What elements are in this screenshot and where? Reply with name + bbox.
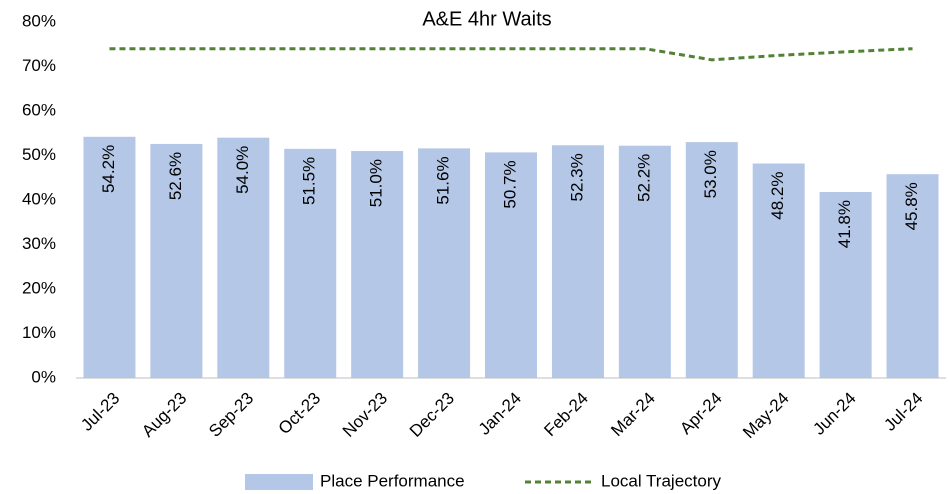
data-label: 52.2%	[634, 154, 653, 202]
bar	[685, 142, 738, 378]
bar	[819, 191, 872, 378]
bar	[217, 137, 270, 378]
y-tick-label: 20%	[22, 278, 56, 297]
data-label: 52.6%	[166, 152, 185, 200]
x-tick-label: Jun-24	[809, 389, 859, 439]
x-tick-label: Jan-24	[475, 389, 525, 439]
y-tick-label: 10%	[22, 323, 56, 342]
y-tick-label: 80%	[22, 11, 56, 30]
bar	[618, 145, 671, 378]
x-tick-label: Jul-23	[77, 389, 123, 435]
x-tick-label: Sep-23	[205, 389, 257, 441]
chart-title: A&E 4hr Waits	[422, 8, 551, 30]
data-label: 51.6%	[434, 156, 453, 204]
legend-swatch	[245, 474, 313, 490]
x-tick-label: Oct-23	[275, 389, 325, 439]
data-label: 51.0%	[367, 159, 386, 207]
x-tick-label: Feb-24	[540, 389, 592, 441]
y-tick-label: 70%	[22, 56, 56, 75]
bar	[150, 143, 203, 378]
legend-label: Local Trajectory	[601, 471, 721, 490]
data-label: 50.7%	[500, 160, 519, 208]
data-label: 54.0%	[233, 146, 252, 194]
bar	[284, 148, 337, 378]
x-tick-label: Apr-24	[676, 389, 726, 439]
x-tick-label: Mar-24	[607, 389, 659, 441]
line	[109, 47, 913, 62]
bar	[551, 145, 604, 378]
bar	[418, 148, 471, 378]
data-label: 52.3%	[567, 153, 586, 201]
y-tick-label: 60%	[22, 100, 56, 119]
x-tick-label: Nov-23	[339, 389, 391, 441]
data-label: 53.0%	[701, 150, 720, 198]
x-tick-label: Aug-23	[138, 389, 190, 441]
bar	[83, 136, 136, 378]
x-tick-label: Dec-23	[406, 389, 458, 441]
data-label: 41.8%	[835, 200, 854, 248]
bar	[886, 174, 939, 378]
y-tick-label: 50%	[22, 145, 56, 164]
bar	[752, 163, 805, 378]
data-label: 51.5%	[300, 157, 319, 205]
x-tick-label: Jul-24	[880, 389, 926, 435]
data-label: 48.2%	[768, 172, 787, 220]
x-tick-label: May-24	[739, 389, 793, 443]
data-label: 54.2%	[99, 145, 118, 193]
y-tick-label: 40%	[22, 189, 56, 208]
bar	[351, 151, 404, 378]
y-tick-label: 0%	[31, 367, 56, 386]
legend-label: Place Performance	[320, 471, 465, 490]
bar	[485, 152, 537, 378]
y-tick-label: 30%	[22, 234, 56, 253]
data-label: 45.8%	[902, 182, 921, 230]
